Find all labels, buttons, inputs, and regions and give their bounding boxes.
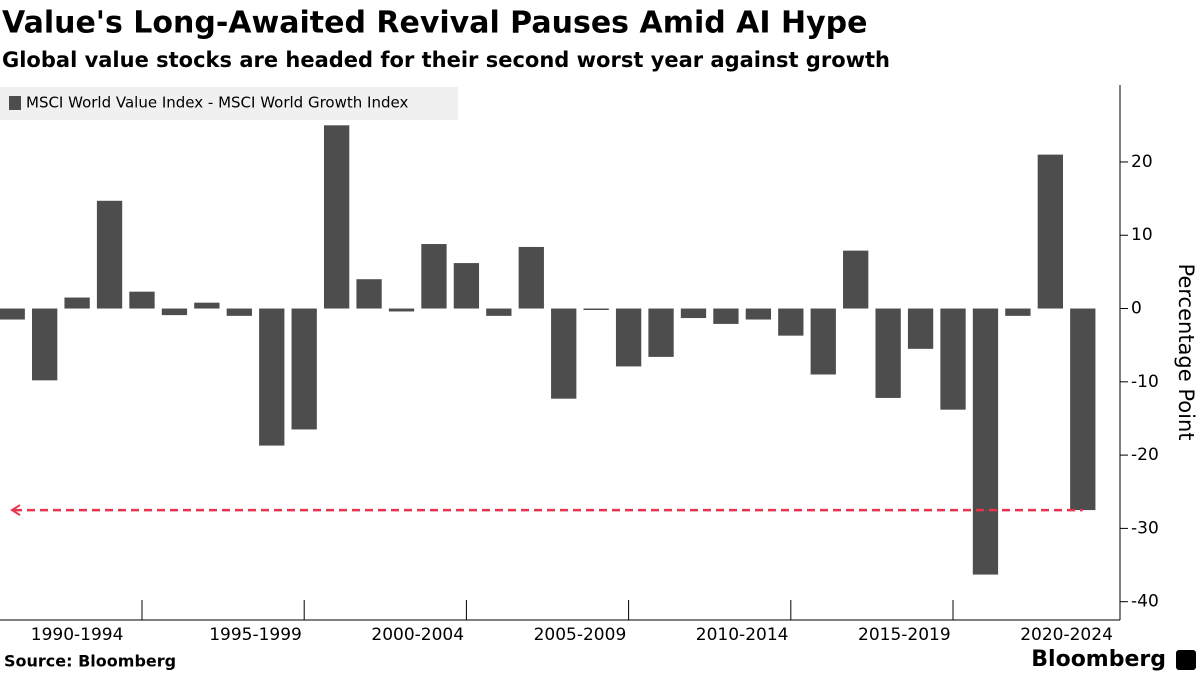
- y-tick-label: 10: [1131, 225, 1153, 245]
- y-tick-label: 20: [1131, 152, 1153, 172]
- bar: [486, 308, 512, 316]
- bar: [843, 250, 869, 309]
- brand-icon: [1176, 650, 1196, 670]
- bar: [583, 308, 609, 310]
- y-tick-label: -40: [1131, 592, 1159, 612]
- y-tick-label: 0: [1131, 299, 1142, 319]
- bar: [421, 244, 447, 309]
- bar: [96, 200, 123, 309]
- bar: [259, 308, 285, 446]
- chart-subtitle: Global value stocks are headed for their…: [2, 48, 890, 72]
- bar: [323, 125, 350, 309]
- bar: [32, 308, 58, 381]
- bar: [551, 308, 577, 399]
- bar: [940, 308, 966, 410]
- reference-arrow: [10, 504, 21, 516]
- bar: [518, 246, 544, 309]
- bar: [713, 308, 739, 324]
- bar: [615, 308, 642, 367]
- y-tick-label: -30: [1131, 518, 1159, 538]
- bar: [356, 279, 382, 309]
- y-tick-label: -20: [1131, 445, 1159, 465]
- legend-swatch: [9, 96, 21, 110]
- bar: [453, 263, 480, 309]
- chart-title: Value's Long-Awaited Revival Pauses Amid…: [2, 6, 867, 41]
- bar: [291, 308, 317, 430]
- bar: [778, 308, 804, 336]
- bar: [745, 308, 772, 320]
- bar: [680, 308, 707, 319]
- y-tick-label: -10: [1131, 372, 1159, 392]
- x-tick-label: 2005-2009: [534, 625, 627, 645]
- brand: Bloomberg: [1031, 647, 1166, 672]
- legend-box: [0, 87, 458, 120]
- bar: [1005, 308, 1031, 316]
- bar: [1070, 308, 1096, 511]
- legend-label: MSCI World Value Index - MSCI World Grow…: [26, 94, 408, 112]
- x-tick-label: 2000-2004: [371, 625, 464, 645]
- bar: [907, 308, 934, 349]
- bar: [875, 308, 901, 398]
- bar: [810, 308, 836, 375]
- x-tick-label: 1990-1994: [31, 625, 124, 645]
- bar: [64, 297, 90, 309]
- x-tick-label: 1995-1999: [209, 625, 302, 645]
- x-tick-label: 2015-2019: [858, 625, 951, 645]
- bar: [388, 308, 415, 312]
- bar: [194, 302, 220, 309]
- bar: [161, 308, 188, 316]
- x-tick-label: 2020-2024: [1020, 625, 1113, 645]
- bar: [129, 291, 155, 309]
- x-tick-label: 2010-2014: [696, 625, 789, 645]
- source: Source: Bloomberg: [4, 652, 176, 671]
- bar: [226, 308, 252, 316]
- y-axis-title: Percentage Point: [1174, 264, 1198, 441]
- bar: [648, 308, 674, 357]
- bar: [1037, 154, 1063, 309]
- bar: [972, 308, 999, 575]
- bar: [0, 308, 25, 320]
